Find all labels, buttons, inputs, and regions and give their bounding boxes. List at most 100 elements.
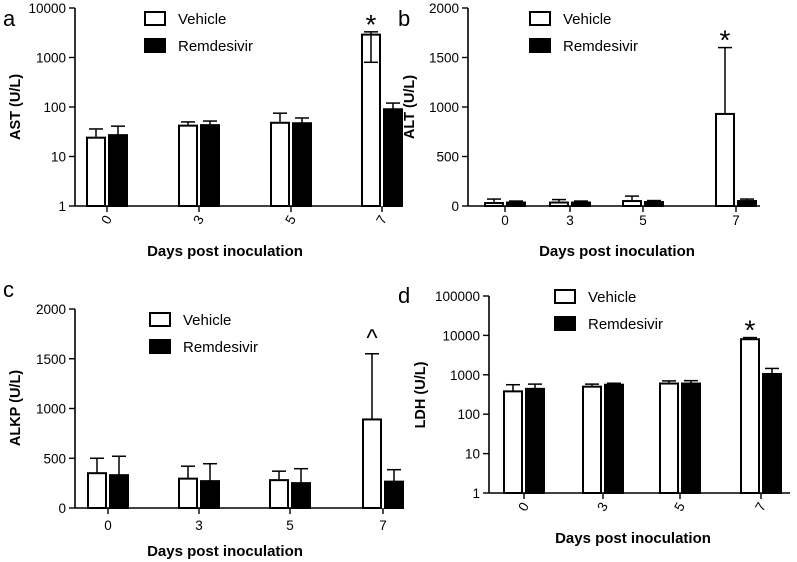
bar-vehicle [269,479,289,510]
chart-panel-d: d 1 10 100 1000 10000 100000 LDH (U/L) Days post… [398,283,790,547]
y-axis-title: ALT (U/L) [402,75,418,139]
x-tick-label: 0 [501,213,509,228]
x-tick-label: 0 [104,518,112,533]
bar-vehicle [715,112,735,207]
bar-vehicle [270,121,290,207]
y-axis-title: AST (U/L) [8,74,24,140]
bar-remdesivir [737,200,757,208]
x-tick-label: 7 [752,500,769,514]
bar-remdesivir [644,201,664,207]
bar-remdesivir [291,482,311,509]
y-tick-label: 100000 [435,289,480,304]
legend-label: Remdesivir [178,38,253,55]
x-tick-label: 7 [732,213,740,228]
x-tick-label: 3 [566,213,574,228]
x-tick-label: 7 [379,518,387,533]
x-tick-label: 0 [98,213,115,227]
legend-swatch-vehicle [529,11,551,26]
legend-label: Remdesivir [183,339,258,356]
legend-label: Vehicle [183,312,231,329]
legend-label: Vehicle [178,11,226,28]
bar-vehicle [659,382,679,494]
chart-panel-a: a 1 10 100 1000 10000 AST (U/L) Days post inocu… [3,1,403,260]
y-axis-title: ALKP (U/L) [8,370,24,446]
bar-remdesivir [200,124,220,207]
panel-letter: a [3,6,16,31]
x-tick-label: 5 [639,213,647,228]
y-tick-label: 500 [43,451,66,466]
legend-label: Remdesivir [588,316,663,333]
y-tick-label: 100 [457,407,480,422]
x-tick-label: 5 [286,518,294,533]
y-tick-label: 10 [465,447,480,462]
chart-panel-c: c 0 500 1000 1500 2000 ALKP (U/L) Days post ino… [3,277,404,560]
y-tick-label: 0 [58,501,66,516]
bar-remdesivir [525,387,545,494]
legend-label: Remdesivir [563,38,638,55]
x-tick-label: 7 [373,213,390,227]
y-tick-label: 1000 [36,51,66,66]
bar-remdesivir [383,108,403,207]
significance-marker: * [366,9,377,40]
x-tick-label: 3 [594,500,611,514]
y-tick-label: 0 [451,199,459,214]
bar-vehicle [178,124,198,207]
significance-marker: ^ [366,325,378,352]
bar-vehicle [86,136,106,208]
bar-remdesivir [506,201,526,208]
y-tick-label: 2000 [429,1,459,16]
significance-marker: * [745,315,756,346]
y-tick-label: 10000 [442,328,480,343]
bar-remdesivir [292,122,312,207]
x-tick-label: 3 [190,213,207,227]
legend-swatch-vehicle [149,312,171,327]
y-tick-label: 2000 [36,302,66,317]
legend-label: Vehicle [588,289,636,306]
bar-remdesivir [200,480,220,510]
legend-swatch-vehicle [144,11,166,26]
y-tick-label: 10 [51,150,66,165]
legend-swatch-vehicle [554,289,576,304]
bar-remdesivir [604,383,624,495]
panel-letter: c [3,277,14,302]
x-tick-label: 5 [282,213,299,227]
panel-letter: d [398,283,410,308]
x-tick-label: 3 [195,518,203,533]
x-axis-title: Days post inoculation [147,243,303,260]
legend-swatch-remdesivir [149,339,171,354]
bar-vehicle [740,338,760,494]
y-tick-label: 1 [58,199,66,214]
y-tick-label: 500 [436,150,459,165]
bar-vehicle [582,385,602,494]
bar-remdesivir [681,382,701,494]
y-tick-label: 100 [43,100,66,115]
y-tick-label: 1000 [429,100,459,115]
bar-vehicle [503,390,523,495]
chart-panel-b: b 0 500 1000 1500 2000 ALT (U/L) Days post inoc… [398,1,760,260]
bar-vehicle [622,200,642,208]
y-tick-label: 1 [472,486,480,501]
bar-vehicle [549,201,569,208]
bar-remdesivir [571,201,591,208]
significance-marker: * [720,25,731,56]
y-tick-label: 1000 [450,368,480,383]
bar-remdesivir [762,372,782,495]
x-axis-title: Days post inoculation [539,243,695,260]
legend-label: Vehicle [563,11,611,28]
bar-remdesivir [108,134,128,207]
bar-remdesivir [384,480,404,510]
y-tick-label: 10000 [28,1,66,16]
bar-remdesivir [109,474,129,510]
x-axis-title: Days post inoculation [555,530,711,547]
x-tick-label: 0 [515,500,532,514]
y-tick-label: 1000 [36,402,66,417]
bar-vehicle [362,418,382,510]
y-tick-label: 1500 [429,51,459,66]
legend-swatch-remdesivir [529,38,551,53]
bar-vehicle [484,202,504,207]
x-axis-title: Days post inoculation [147,543,303,560]
bar-vehicle [178,477,198,509]
x-tick-label: 5 [671,500,688,514]
panel-letter: b [398,6,410,31]
